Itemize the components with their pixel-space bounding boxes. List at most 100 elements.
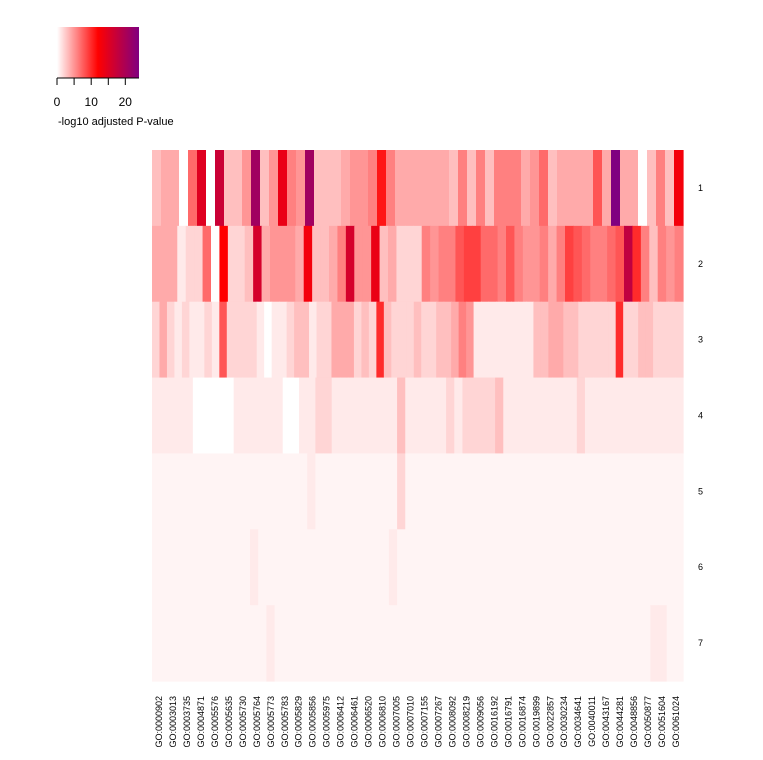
- heatmap-cell: [372, 453, 382, 530]
- heatmap-cell: [454, 453, 464, 530]
- column-label: GO:0000902: [154, 696, 164, 748]
- heatmap-cell: [489, 225, 499, 303]
- heatmap-cell: [168, 377, 178, 455]
- heatmap-cell: [539, 150, 549, 227]
- heatmap-cell: [274, 453, 284, 530]
- heatmap-cell: [274, 605, 284, 682]
- heatmap-cell: [337, 225, 347, 303]
- heatmap-cell: [675, 301, 684, 379]
- heatmap-cell: [176, 377, 186, 455]
- heatmap-cell: [356, 605, 365, 682]
- heatmap-cell: [421, 529, 431, 606]
- heatmap-cell: [266, 453, 276, 530]
- heatmap-cell: [495, 377, 504, 455]
- heatmap-cell: [535, 605, 545, 682]
- heatmap-cell: [233, 453, 243, 530]
- heatmap-cell: [227, 225, 237, 303]
- heatmap-cell: [446, 377, 455, 455]
- heatmap-cell: [514, 225, 524, 303]
- heatmap-cell: [290, 605, 300, 682]
- heatmap-cell: [611, 150, 621, 227]
- heatmap-cell: [454, 605, 464, 682]
- heatmap-cell: [666, 453, 676, 530]
- heatmap-cell: [380, 453, 390, 530]
- column-label: GO:0005730: [238, 696, 248, 748]
- row-label: 1: [698, 183, 703, 193]
- heatmap-cell: [593, 301, 602, 379]
- heatmap-cell: [278, 225, 288, 303]
- heatmap-cell: [405, 377, 415, 455]
- column-label: GO:0003013: [168, 696, 178, 748]
- heatmap-cell: [590, 225, 600, 303]
- heatmap-cell: [674, 377, 684, 455]
- heatmap-cell: [192, 605, 202, 682]
- heatmap-cell: [166, 301, 176, 379]
- heatmap-cell: [331, 529, 341, 606]
- heatmap-cell: [658, 605, 668, 682]
- heatmap-cell: [568, 605, 578, 682]
- colorbar-gradient: [57, 27, 139, 78]
- heatmap-cell: [615, 301, 624, 379]
- heatmap-cell: [295, 225, 305, 303]
- heatmap-cell: [264, 301, 273, 379]
- heatmap-cell: [364, 529, 374, 606]
- heatmap-cell: [653, 301, 662, 379]
- heatmap-cell: [535, 453, 545, 530]
- heatmap-cell: [168, 529, 178, 606]
- heatmap-cell: [560, 453, 570, 530]
- heatmap-cell: [658, 377, 668, 455]
- heatmap-cell: [560, 377, 570, 455]
- heatmap-cell: [503, 150, 513, 227]
- heatmap-cell: [159, 301, 168, 379]
- heatmap-cell: [633, 453, 643, 530]
- heatmap-cell: [568, 453, 578, 530]
- heatmap-cell: [495, 529, 504, 606]
- heatmap-cell: [458, 301, 467, 379]
- heatmap-cell: [376, 301, 385, 379]
- column-label: GO:0044281: [615, 696, 625, 748]
- heatmap-cell: [261, 225, 271, 303]
- heatmap-cell: [364, 453, 374, 530]
- heatmap-cell: [467, 150, 477, 227]
- heatmap-cell: [266, 605, 276, 682]
- heatmap-cell: [560, 605, 570, 682]
- heatmap-cell: [519, 605, 529, 682]
- heatmap-cell: [348, 605, 357, 682]
- heatmap-cell: [209, 605, 218, 682]
- heatmap-cell: [650, 377, 660, 455]
- heatmap-cell: [480, 225, 490, 303]
- colorbar-tick-label: 20: [119, 95, 133, 109]
- heatmap-cell: [331, 301, 340, 379]
- heatmap-cell: [386, 150, 396, 227]
- heatmap-cell: [478, 453, 488, 530]
- heatmap-cell: [556, 225, 566, 303]
- heatmap-cell: [404, 225, 414, 303]
- colorbar-ticks: 0 10 20: [54, 78, 133, 109]
- heatmap-cell: [548, 225, 558, 303]
- heatmap-cell: [593, 605, 602, 682]
- heatmap-cell: [258, 529, 267, 606]
- heatmap-cell: [168, 225, 178, 303]
- heatmap-cell: [225, 605, 235, 682]
- heatmap-cell: [462, 453, 472, 530]
- heatmap-cell: [421, 377, 431, 455]
- heatmap-cell: [576, 529, 586, 606]
- heatmap-cell: [206, 150, 216, 227]
- heatmap-cell: [413, 529, 423, 606]
- heatmap-cell: [640, 225, 650, 303]
- heatmap-cell: [397, 377, 406, 455]
- heatmap-cell: [236, 225, 246, 303]
- heatmap-cell: [462, 529, 472, 606]
- heatmap-cell: [192, 377, 202, 455]
- heatmap-cell: [152, 377, 161, 455]
- heatmap-cell: [446, 453, 455, 530]
- heatmap-cell: [331, 605, 341, 682]
- heatmap-cell: [380, 529, 390, 606]
- heatmap-cell: [421, 605, 431, 682]
- heatmap-cell: [152, 301, 161, 379]
- heatmap-cell: [576, 377, 586, 455]
- heatmap-cell: [575, 150, 585, 227]
- heatmap-cell: [250, 605, 259, 682]
- heatmap-cell: [354, 225, 364, 303]
